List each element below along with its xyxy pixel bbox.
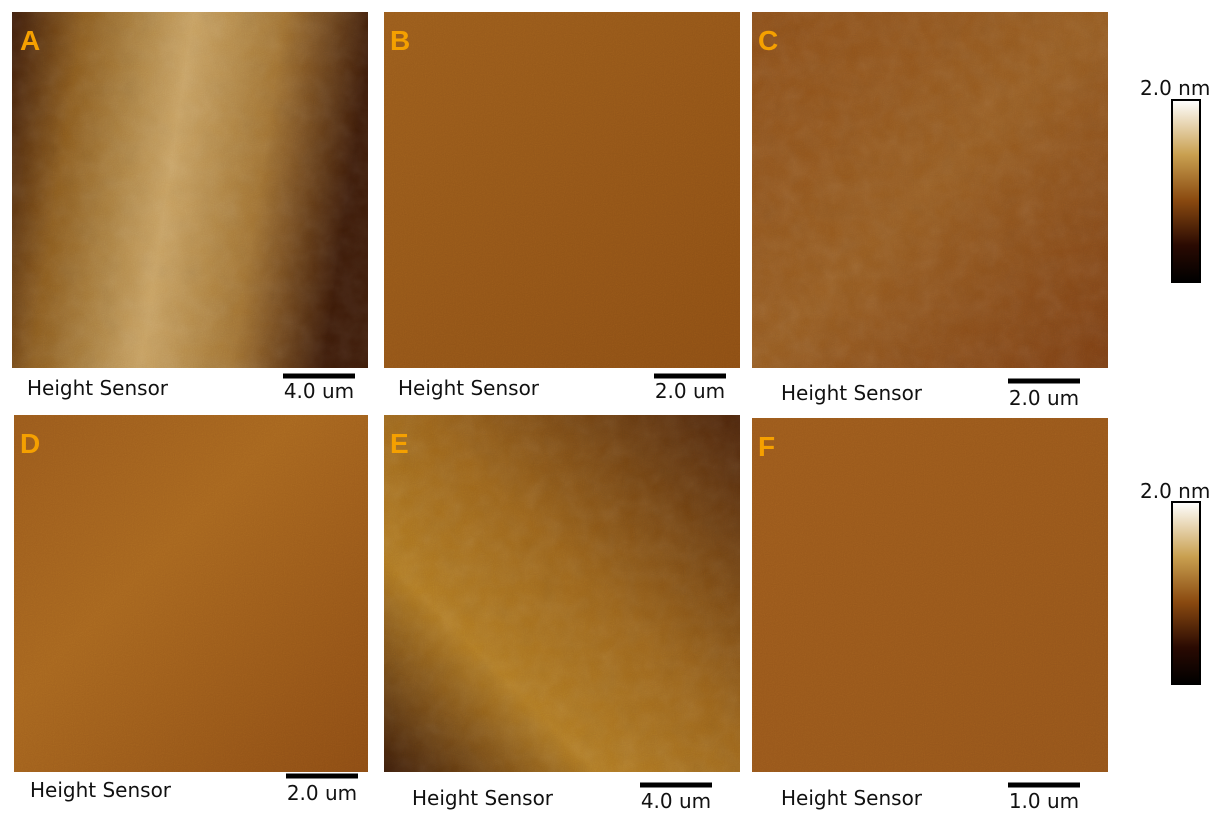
- panel-label: C: [758, 25, 778, 56]
- panel-label: B: [390, 25, 410, 56]
- scale-label: 4.0 um: [284, 379, 354, 403]
- figure: A B C D E F Height Sensor Height Sensor …: [0, 0, 1220, 815]
- page: {"panels":[ {"label":"A","caption":"Heig…: [0, 0, 1220, 815]
- panel-label: E: [390, 428, 409, 459]
- colorbar-label: 2.0 nm: [1140, 76, 1210, 100]
- caption: Height Sensor: [781, 381, 923, 405]
- caption: Height Sensor: [30, 778, 172, 802]
- scale-label: 2.0 um: [287, 781, 357, 805]
- scale-label: 1.0 um: [1009, 789, 1079, 813]
- colorbar: [1172, 502, 1200, 684]
- panel-label: F: [758, 431, 775, 462]
- noise: [752, 12, 1108, 368]
- panel-label: A: [20, 25, 40, 56]
- scale-label: 4.0 um: [641, 789, 711, 813]
- scale-label: 2.0 um: [1009, 386, 1079, 410]
- caption: Height Sensor: [398, 376, 540, 400]
- noise: [12, 12, 368, 368]
- caption: Height Sensor: [412, 786, 554, 810]
- body: A B C D E F Height Sensor Height Sensor …: [0, 0, 1220, 815]
- noise: [384, 12, 740, 368]
- scale-label: 2.0 um: [655, 379, 725, 403]
- caption: Height Sensor: [781, 786, 923, 810]
- colorbar: [1172, 100, 1200, 282]
- noise: [752, 418, 1108, 772]
- noise: [14, 415, 368, 772]
- colorbar-label: 2.0 nm: [1140, 479, 1210, 503]
- caption: Height Sensor: [27, 376, 169, 400]
- panel-label: D: [20, 428, 40, 459]
- noise: [384, 415, 740, 772]
